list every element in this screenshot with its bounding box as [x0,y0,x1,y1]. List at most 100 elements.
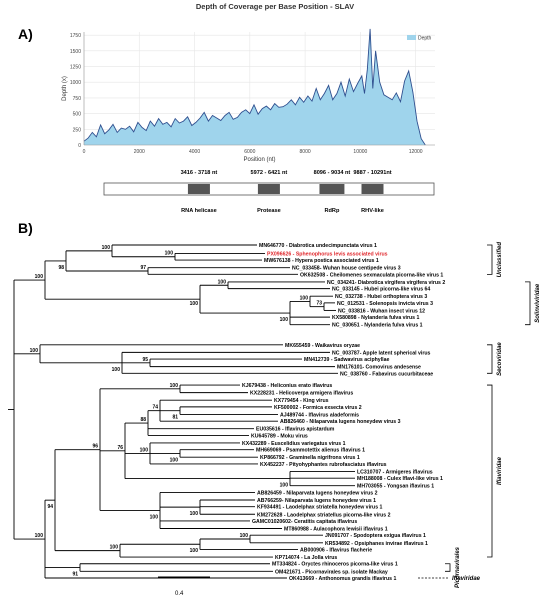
leaf-label: AB766259- Nilaparvata lugens honeydew vi… [257,498,376,504]
bootstrap-label: 100 [218,279,227,285]
bootstrap-label: 73 [316,301,322,307]
bootstrap-label: 97 [140,265,146,271]
bootstrap-label: 96 [92,444,98,450]
leaf-label: NC_033458- Wuhan house centipede virus 3 [292,266,401,272]
leaf-label: KJ679438 - Heliconius erato iflavirus [242,383,332,389]
domain-name: RdRp [324,208,339,214]
x-tick-label: 8000 [300,149,311,155]
group-label: Secoviridae [497,342,503,376]
chart-x-label: Position (nt) [243,157,275,163]
domain-range: 8096 - 9034 nt [314,170,351,176]
bootstrap-label: 100 [190,301,199,307]
leaf-label: MN646770 - Diabrotica undecimpunctata vi… [259,243,377,249]
leaf-label: NC_030651 - Nylanderia fulva virus 1 [332,323,423,329]
group-bracket [487,384,493,558]
bootstrap-label: 100 [190,511,199,517]
bootstrap-label: 94 [47,504,53,510]
leaf-label: MN412739 - Sadwavirus aciphyllae [304,357,389,363]
chart-axes [83,32,435,146]
bootstrap-label: 81 [172,415,178,421]
leaf-label: KR534892 - Opsiphanes invirae iflavirus … [325,541,428,547]
coverage-chart: 0 250 500 750 1000 1250 1500 1750 0 2000 4000 6000… [62,28,435,163]
leaf-label: AB826459 - Nilaparvata lugens honeydew v… [257,490,378,496]
chart-x-ticks: 0 2000 4000 6000 8000 10000 12000 [83,149,423,155]
group-label: Solinviviridae [535,283,541,323]
domain-block [257,184,280,194]
panel-b-label: B) [18,220,33,236]
bootstrap-label: 100 [140,447,149,453]
tree-leaf-labels: MN646770 - Diabrotica undecimpunctata vi… [242,243,445,582]
leaf-label: KM272628 - Laodelphax striatellus picorn… [257,512,391,518]
leaf-label: MK655459 - Waikavirus oryzae [285,343,360,349]
group-label: Iflaviridae [452,576,481,582]
domain-range: 9887 - 10291nt [353,170,391,176]
leaf-label: MT860988 - Aulacophora lewisii iflavirus… [284,527,388,533]
genome-map: 3416 - 3718 nt RNA helicase 5972 - 6421 nt… [103,170,435,214]
x-tick-label: 0 [83,149,86,155]
bootstrap-label: 100 [190,548,199,554]
group-bracket [445,563,451,572]
leaf-label: LC310707 - Armigeres iflavirus [357,469,433,475]
group-bracket [487,244,493,275]
leaf-label: NC_038760 - Fabavirus cucurbitaceae [340,371,433,377]
y-tick-label: 1750 [70,33,81,39]
group-label: Picornavirales [455,546,461,588]
bootstrap-label: 91 [72,572,78,578]
y-tick-label: 0 [78,143,81,149]
scale-bar-label: 0.4 [175,591,184,597]
group-bracket [487,344,493,374]
leaf-label: GAMC01020602- Ceratitis capitata iflavir… [252,519,357,525]
leaf-label: NC_032738 - Hubei orthoptera virus 3 [335,294,427,300]
chart-y-ticks: 0 250 500 750 1000 1250 1500 1750 [70,33,81,149]
y-tick-label: 1250 [70,65,81,71]
leaf-label: MN176101- Comovirus andesense [337,365,421,371]
leaf-label: KX779454 - King virus [274,398,329,404]
domain-name: Protease [257,208,281,214]
group-bracket [525,281,531,326]
leaf-label: KF500002 - Formica exsecta virus 2 [274,405,362,411]
y-tick-label: 250 [73,127,82,133]
leaf-label: MH669069 - Psammotettix alienus iflaviru… [256,448,365,454]
x-tick-label: 12000 [409,149,423,155]
y-tick-label: 750 [73,96,82,102]
leaf-label: OK413669 - Anthonomus grandis iflavirus … [289,576,396,582]
leaf-label: KP714074 - La Jolla virus [275,555,337,561]
bootstrap-label: 100 [30,348,39,354]
leaf-label: MT334824 - Oryctes rhinoceros picorna-li… [272,562,398,568]
y-tick-label: 1000 [70,80,81,86]
domain-group: 3416 - 3718 nt RNA helicase 5972 - 6421 nt… [181,170,392,214]
domain-name: RHV-like [361,208,384,214]
leaf-label: NC_012531 - Solenopsis invicta virus 3 [337,301,433,307]
tree-bootstrap-labels: 100 100 100 73 100 100 100 97 98 100 95 100 100 100 81… [30,245,323,578]
group-label: Unclassified [497,242,503,278]
leaf-label: MW676138 - Hypera postica associated vir… [264,258,379,264]
leaf-label: KX452237 - Pityohyphantes rubrofasciatus… [260,462,387,468]
domain-range: 5972 - 6421 nt [251,170,288,176]
bootstrap-label: 95 [142,357,148,363]
leaf-label: NC_033145 - Hubei picorna-like virus 64 [332,287,430,293]
chart-y-label: Depth (x) [62,76,68,101]
leaf-label: KX580898 - Nylanderia fulva virus 1 [332,315,419,321]
legend-swatch [407,35,416,40]
bootstrap-label: 100 [280,483,289,489]
leaf-label: MH703055 - Yongsan iflavirus 1 [357,484,434,490]
tree-group-brackets: Unclassified Solinviviridae Secoviridae Ifl… [418,242,541,588]
leaf-label: KF934491 - Laodelphax striatella honeyde… [257,505,383,511]
domain-block [319,184,345,194]
bootstrap-label: 98 [58,265,64,271]
x-tick-label: 2000 [134,149,145,155]
bootstrap-label: 100 [170,457,179,463]
domain-name: RNA helicase [181,208,217,214]
leaf-label: AJ489744 - Iflavirus aladeformis [280,412,359,418]
bootstrap-label: 100 [280,317,289,323]
chart-title: Depth of Coverage per Base Position - SL… [195,2,355,11]
y-tick-label: 500 [73,112,82,118]
bootstrap-label: 100 [112,367,121,373]
bootstrap-label: 100 [170,383,179,389]
depth-line [83,28,426,146]
bootstrap-label: 100 [110,545,119,551]
group-label: Iflaviridae [497,456,503,485]
leaf-label: KP866792 - Graminella nigrifrons virus 1 [260,455,360,461]
leaf-label: MH188008 - Culex Iflavi-like virus 1 [357,476,443,482]
